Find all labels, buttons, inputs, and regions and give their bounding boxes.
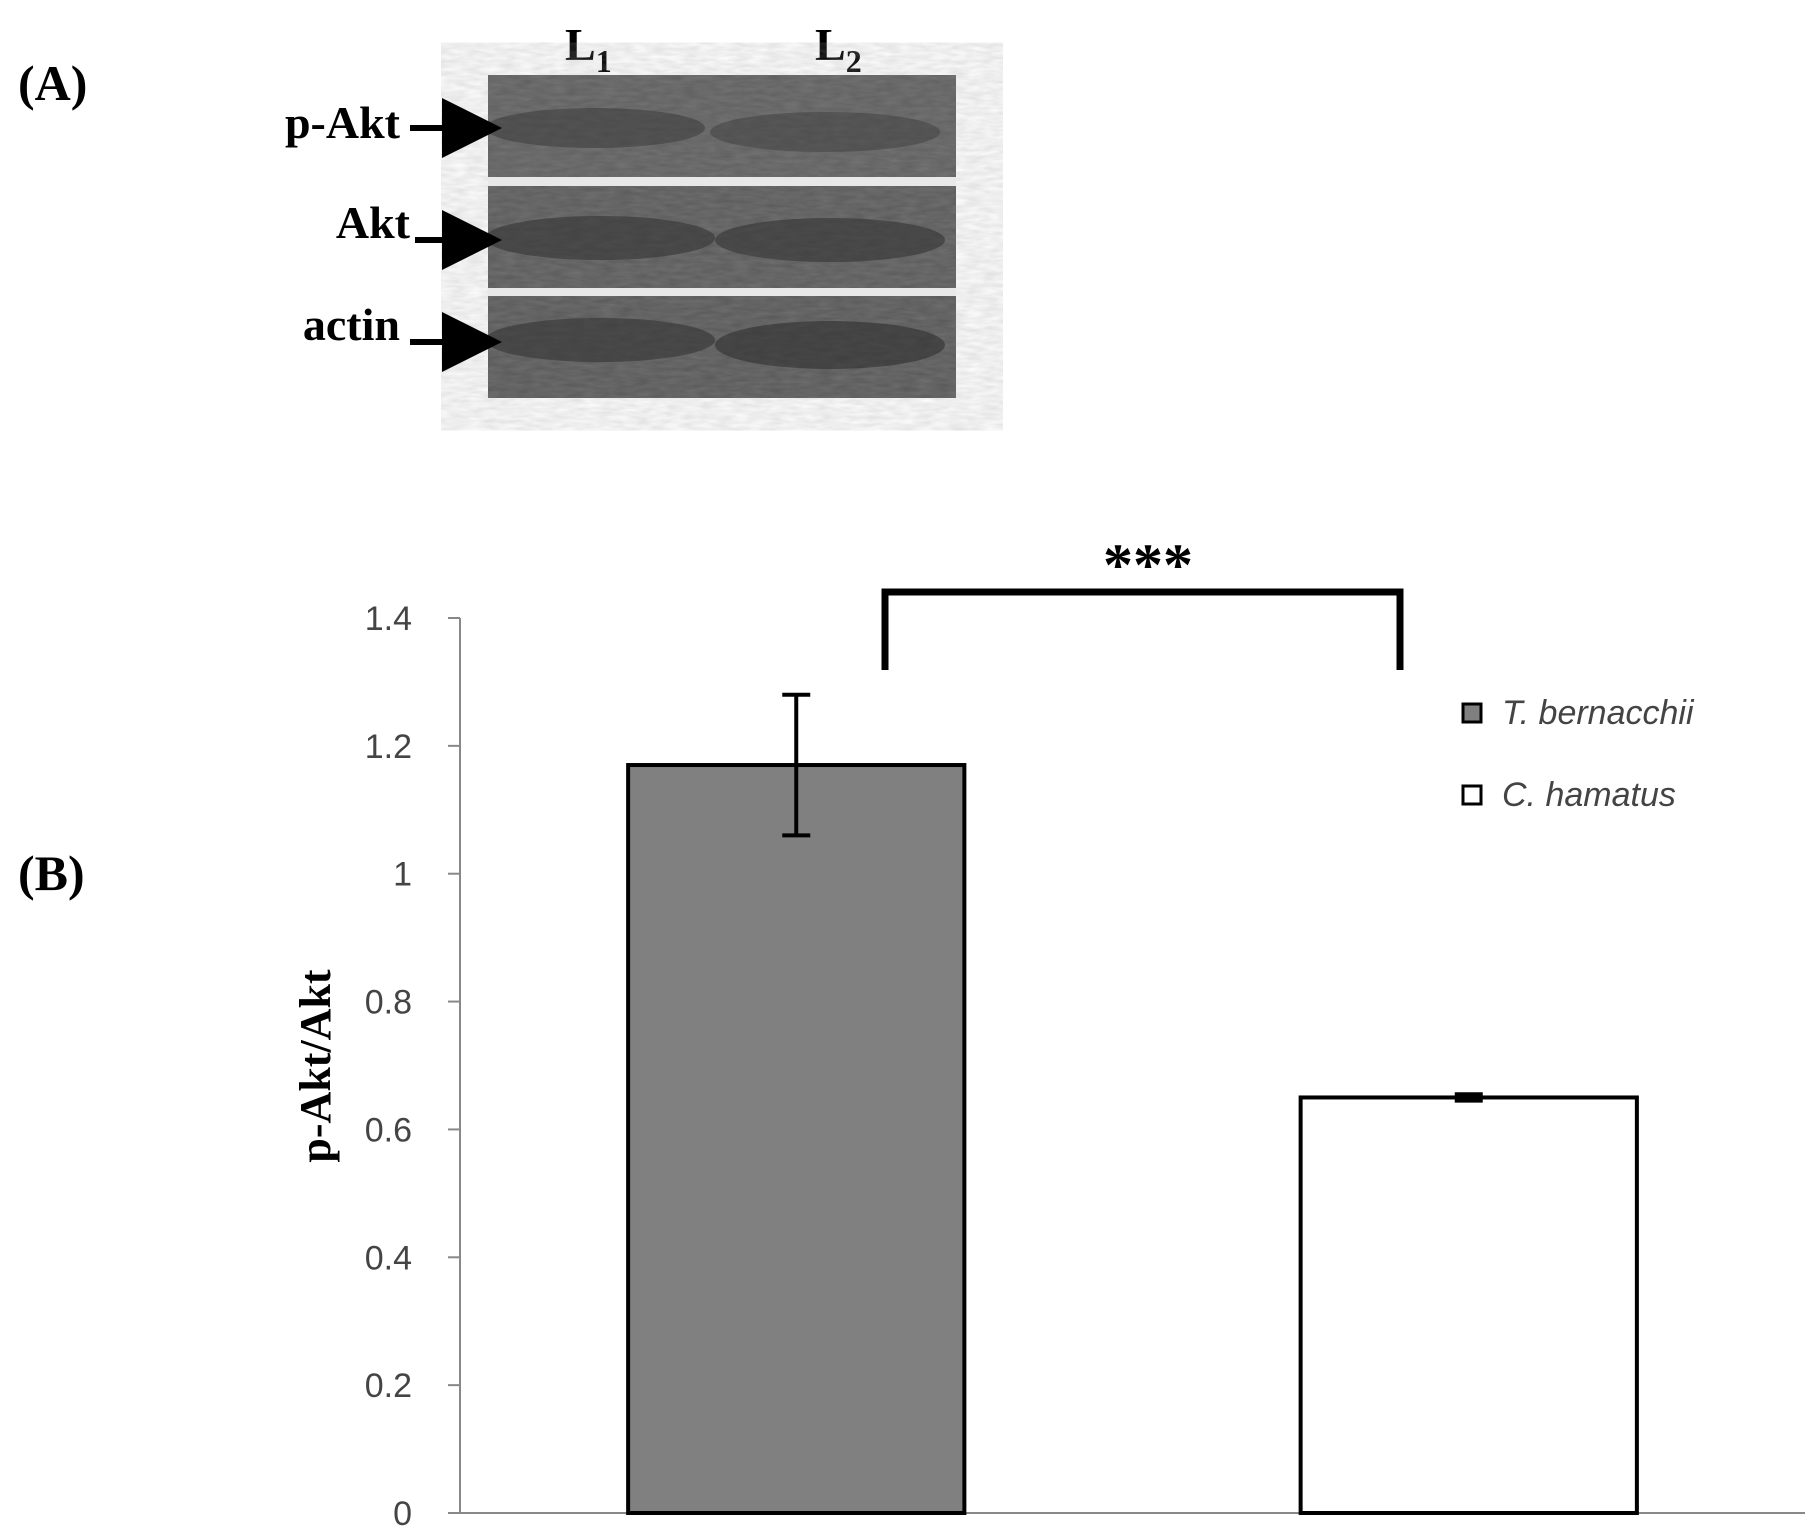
blot-band [715,321,945,369]
panel-b-label: (B) [18,845,85,901]
y-tick-label: 1.2 [365,728,412,766]
y-tick-label: 0.8 [365,984,412,1022]
significance-bracket: *** [881,532,1404,670]
bracket-line [881,588,1404,670]
svg-text:L2: L2 [815,19,862,79]
svg-text:L1: L1 [565,19,612,79]
y-ticks: 0 0.2 0.4 0.6 0.8 1 1.2 1.4 [365,600,460,1533]
bar-2 [1298,1095,1639,1515]
y-tick-label: 0.6 [365,1111,412,1149]
y-tick-label: 0.4 [365,1239,412,1277]
blot-band [715,218,945,262]
y-tick-label: 1 [393,856,412,894]
y-tick-label: 0.2 [365,1367,412,1405]
blot-band [710,112,940,152]
bars [626,763,1639,1515]
blot-band [485,216,715,260]
y-tick-label: 0 [393,1495,412,1533]
lane-2-letter: L [815,19,846,70]
blot-image [485,75,956,398]
blot-divider [488,177,956,186]
blot-divider [488,288,956,296]
legend-swatch-c-hamatus [1461,784,1483,806]
bar-1 [626,763,967,1515]
lane-1-letter: L [565,19,596,70]
legend-swatch-t-bernacchii [1461,702,1483,724]
lane-label-1: L1 [565,19,612,79]
band-label-akt: Akt [336,197,411,248]
lane-2-sub: 2 [846,43,862,79]
error-bars [782,692,1483,1103]
legend-label-c-hamatus: C. hamatus [1502,776,1676,814]
blot-band [485,108,705,148]
blot-band [485,318,715,362]
lane-label-2: L2 [815,19,862,79]
significance-stars: *** [1103,532,1193,598]
band-label-p-akt: p-Akt [285,97,401,148]
lane-1-sub: 1 [596,43,612,79]
panel-a-label: (A) [18,55,87,111]
y-axis-title: p-Akt/Akt [291,969,340,1162]
legend-label-t-bernacchii: T. bernacchii [1502,694,1695,732]
band-label-actin: actin [303,299,400,350]
legend: T. bernacchii C. hamatus [1461,694,1695,814]
y-tick-label: 1.4 [365,600,412,638]
bar-chart: 0 0.2 0.4 0.6 0.8 1 1.2 1.4 p-Akt/Akt *** T. be… [291,532,1805,1533]
